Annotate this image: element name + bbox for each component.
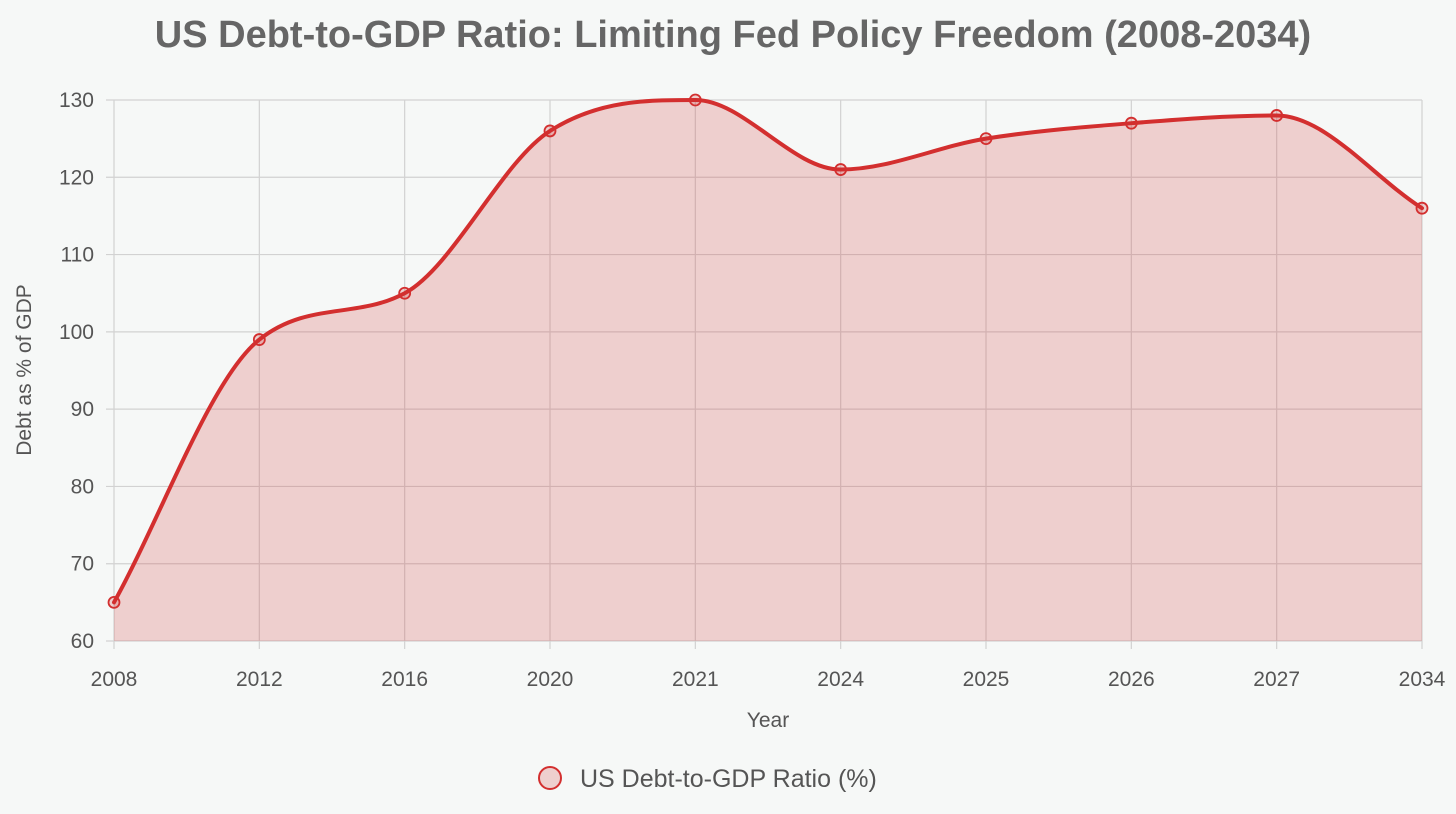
y-tick-label: 70 (71, 553, 94, 576)
data-point[interactable] (1270, 109, 1284, 122)
data-point[interactable] (1124, 116, 1138, 130)
y-tick-label: 120 (59, 166, 94, 189)
y-tick-label: 110 (61, 244, 94, 267)
x-tick-label: 2025 (963, 668, 1010, 691)
y-tick-label: 60 (71, 630, 94, 653)
x-tick-label: 2020 (527, 668, 574, 691)
y-axis-ticks: 60 70 80 90 100 110 120 130 (59, 89, 94, 653)
data-point[interactable] (834, 163, 848, 176)
y-tick-label: 90 (71, 398, 94, 421)
data-point[interactable] (107, 595, 121, 609)
y-tick-label: 100 (59, 321, 94, 344)
legend-marker (538, 766, 562, 790)
area-fill (114, 100, 1422, 641)
y-tick-label: 130 (59, 89, 94, 112)
data-point[interactable] (543, 124, 557, 138)
x-tick-label: 2021 (672, 668, 719, 691)
data-points (107, 93, 1429, 609)
series-line (112, 98, 1424, 605)
data-point[interactable] (398, 286, 412, 300)
chart-title: US Debt-to-GDP Ratio: Limiting Fed Polic… (155, 14, 1311, 56)
x-axis-ticks: 2008 2012 2016 2020 2021 2024 2025 2026 2027 2034 (91, 668, 1446, 691)
x-tick-label: 2016 (381, 668, 428, 691)
x-tick-label: 2034 (1399, 668, 1446, 691)
data-point[interactable] (979, 132, 993, 146)
data-point[interactable] (1415, 201, 1429, 215)
x-tick-label: 2008 (91, 668, 138, 691)
grid (106, 99, 1423, 649)
data-point[interactable] (688, 93, 702, 107)
series-line-layer (112, 98, 1424, 605)
data-point[interactable] (252, 333, 266, 346)
legend[interactable]: US Debt-to-GDP Ratio (%) (538, 765, 877, 793)
x-axis-label: Year (747, 709, 789, 732)
x-tick-label: 2026 (1108, 668, 1155, 691)
x-tick-label: 2012 (236, 668, 283, 691)
area-fill-layer (114, 100, 1422, 641)
y-axis-label: Debt as % of GDP (13, 284, 36, 456)
x-tick-label: 2027 (1253, 668, 1300, 691)
legend-label: US Debt-to-GDP Ratio (%) (580, 765, 877, 793)
x-tick-label: 2024 (817, 668, 864, 691)
y-tick-label: 80 (71, 475, 94, 498)
